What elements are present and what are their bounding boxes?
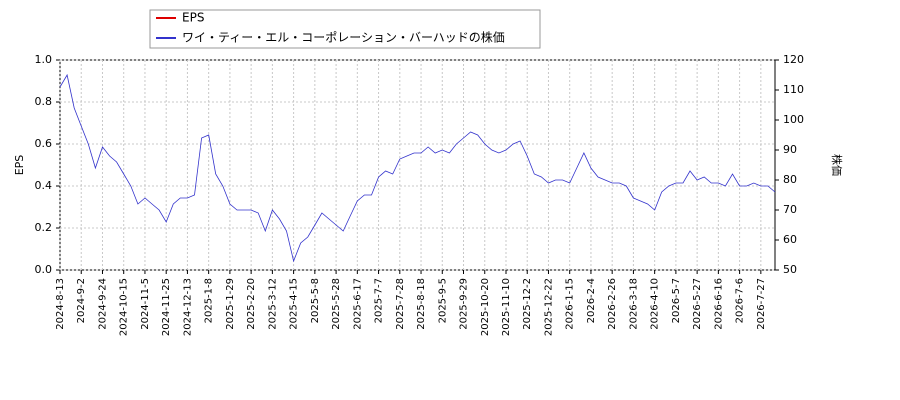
x-tick-label: 2025-7-7 <box>374 278 385 323</box>
y2-tick-label: 50 <box>783 263 797 276</box>
x-tick-label: 2024-12-13 <box>182 278 193 336</box>
x-tick-label: 2025-8-18 <box>416 278 427 330</box>
x-tick-label: 2026-7-27 <box>756 278 767 330</box>
y-tick-label: 0.6 <box>35 137 53 150</box>
legend-label: EPS <box>182 11 204 25</box>
x-tick-label: 2024-9-24 <box>97 278 108 330</box>
y-axis-label: EPS <box>13 155 26 176</box>
x-tick-label: 2024-10-15 <box>119 278 130 336</box>
y-tick-label: 0.0 <box>35 263 53 276</box>
x-tick-label: 2024-9-2 <box>76 278 87 323</box>
x-tick-label: 2025-6-17 <box>352 278 363 330</box>
x-tick-label: 2024-8-13 <box>55 278 66 330</box>
x-tick-label: 2024-11-5 <box>140 278 151 330</box>
x-tick-label: 2026-2-4 <box>586 278 597 323</box>
legend-label: ワイ・ティー・エル・コーポレーション・バーハッドの株価 <box>182 30 505 45</box>
x-tick-label: 2025-2-20 <box>246 278 257 330</box>
legend <box>149 9 541 49</box>
x-tick-label: 2026-7-6 <box>735 278 746 323</box>
price-line <box>59 73 776 263</box>
x-tick-label: 2026-4-10 <box>650 278 661 330</box>
y2-tick-label: 70 <box>783 203 797 216</box>
y2-tick-label: 120 <box>783 53 804 66</box>
x-tick-label: 2026-1-15 <box>565 278 576 330</box>
y2-tick-label: 80 <box>783 173 797 186</box>
y2-axis-label: 株価 <box>830 154 844 176</box>
x-tick-label: 2025-1-8 <box>204 278 215 323</box>
x-tick-label: 2025-11-10 <box>501 278 512 336</box>
x-tick-label: 2026-3-18 <box>628 278 639 330</box>
x-tick-label: 2026-5-7 <box>671 278 682 323</box>
x-tick-label: 2026-2-26 <box>607 278 618 330</box>
y2-tick-label: 90 <box>783 143 797 156</box>
x-tick-label: 2026-6-16 <box>713 278 724 330</box>
x-tick-label: 2025-1-29 <box>225 278 236 330</box>
x-tick-label: 2025-5-28 <box>331 278 342 330</box>
x-tick-label: 2026-5-27 <box>692 278 703 330</box>
x-tick-label: 2025-12-2 <box>522 278 533 330</box>
y2-tick-label: 60 <box>783 233 797 246</box>
x-tick-label: 2025-10-20 <box>480 278 491 336</box>
y2-tick-label: 110 <box>783 83 804 96</box>
x-tick-label: 2025-9-5 <box>437 278 448 323</box>
x-tick-label: 2025-5-8 <box>310 278 321 323</box>
y2-tick-label: 100 <box>783 113 804 126</box>
y-tick-label: 1.0 <box>35 53 53 66</box>
x-tick-label: 2025-4-15 <box>289 278 300 330</box>
x-tick-label: 2025-7-28 <box>395 278 406 330</box>
y-tick-label: 0.4 <box>35 179 53 192</box>
x-tick-label: 2024-11-25 <box>161 278 172 336</box>
y-tick-label: 0.2 <box>35 221 53 234</box>
x-tick-label: 2025-9-29 <box>459 278 470 330</box>
plot-frame <box>59 59 776 271</box>
x-tick-label: 2025-3-12 <box>267 278 278 330</box>
x-tick-label: 2025-12-22 <box>543 278 554 336</box>
y-tick-label: 0.8 <box>35 95 53 108</box>
